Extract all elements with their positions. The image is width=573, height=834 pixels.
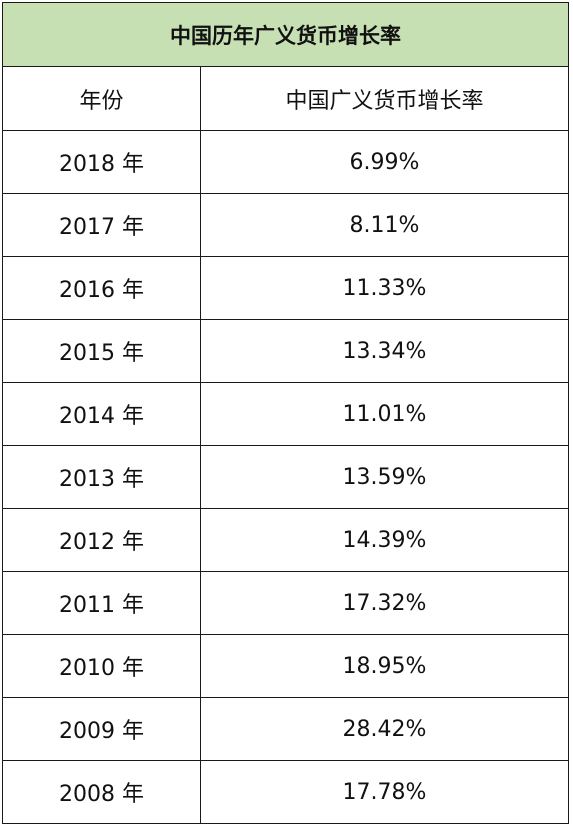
- table-body: 2018 年 6.99% 2017 年 8.11% 2016 年 11.33% …: [2, 130, 569, 824]
- table-row: 2012 年 14.39%: [2, 508, 569, 572]
- year-cell: 2014 年: [2, 382, 201, 446]
- rate-cell: 11.33%: [200, 256, 569, 320]
- table-row: 2015 年 13.34%: [2, 319, 569, 383]
- rate-cell: 18.95%: [200, 634, 569, 698]
- year-cell: 2016 年: [2, 256, 201, 320]
- table-row: 2009 年 28.42%: [2, 697, 569, 761]
- rate-cell: 6.99%: [200, 130, 569, 194]
- year-cell: 2015 年: [2, 319, 201, 383]
- table-header-row: 年份 中国广义货币增长率: [2, 66, 569, 131]
- table-row: 2013 年 13.59%: [2, 445, 569, 509]
- table-row: 2016 年 11.33%: [2, 256, 569, 320]
- year-cell: 2008 年: [2, 760, 201, 824]
- rate-cell: 13.34%: [200, 319, 569, 383]
- year-cell: 2018 年: [2, 130, 201, 194]
- table-title: 中国历年广义货币增长率: [2, 2, 569, 67]
- table-row: 2011 年 17.32%: [2, 571, 569, 635]
- rate-cell: 13.59%: [200, 445, 569, 509]
- money-growth-table: 中国历年广义货币增长率 年份 中国广义货币增长率 2018 年 6.99% 20…: [2, 2, 569, 824]
- rate-cell: 17.78%: [200, 760, 569, 824]
- column-header-year: 年份: [2, 66, 201, 131]
- rate-cell: 28.42%: [200, 697, 569, 761]
- year-cell: 2017 年: [2, 193, 201, 257]
- year-cell: 2011 年: [2, 571, 201, 635]
- table-row: 2017 年 8.11%: [2, 193, 569, 257]
- rate-cell: 8.11%: [200, 193, 569, 257]
- year-cell: 2009 年: [2, 697, 201, 761]
- year-cell: 2013 年: [2, 445, 201, 509]
- year-cell: 2010 年: [2, 634, 201, 698]
- table-row: 2014 年 11.01%: [2, 382, 569, 446]
- rate-cell: 17.32%: [200, 571, 569, 635]
- table-row: 2010 年 18.95%: [2, 634, 569, 698]
- table-row: 2008 年 17.78%: [2, 760, 569, 824]
- rate-cell: 14.39%: [200, 508, 569, 572]
- money-growth-table-container: 中国历年广义货币增长率 年份 中国广义货币增长率 2018 年 6.99% 20…: [2, 2, 569, 824]
- year-cell: 2012 年: [2, 508, 201, 572]
- table-title-row: 中国历年广义货币增长率: [2, 2, 569, 67]
- rate-cell: 11.01%: [200, 382, 569, 446]
- column-header-rate: 中国广义货币增长率: [200, 66, 569, 131]
- table-row: 2018 年 6.99%: [2, 130, 569, 194]
